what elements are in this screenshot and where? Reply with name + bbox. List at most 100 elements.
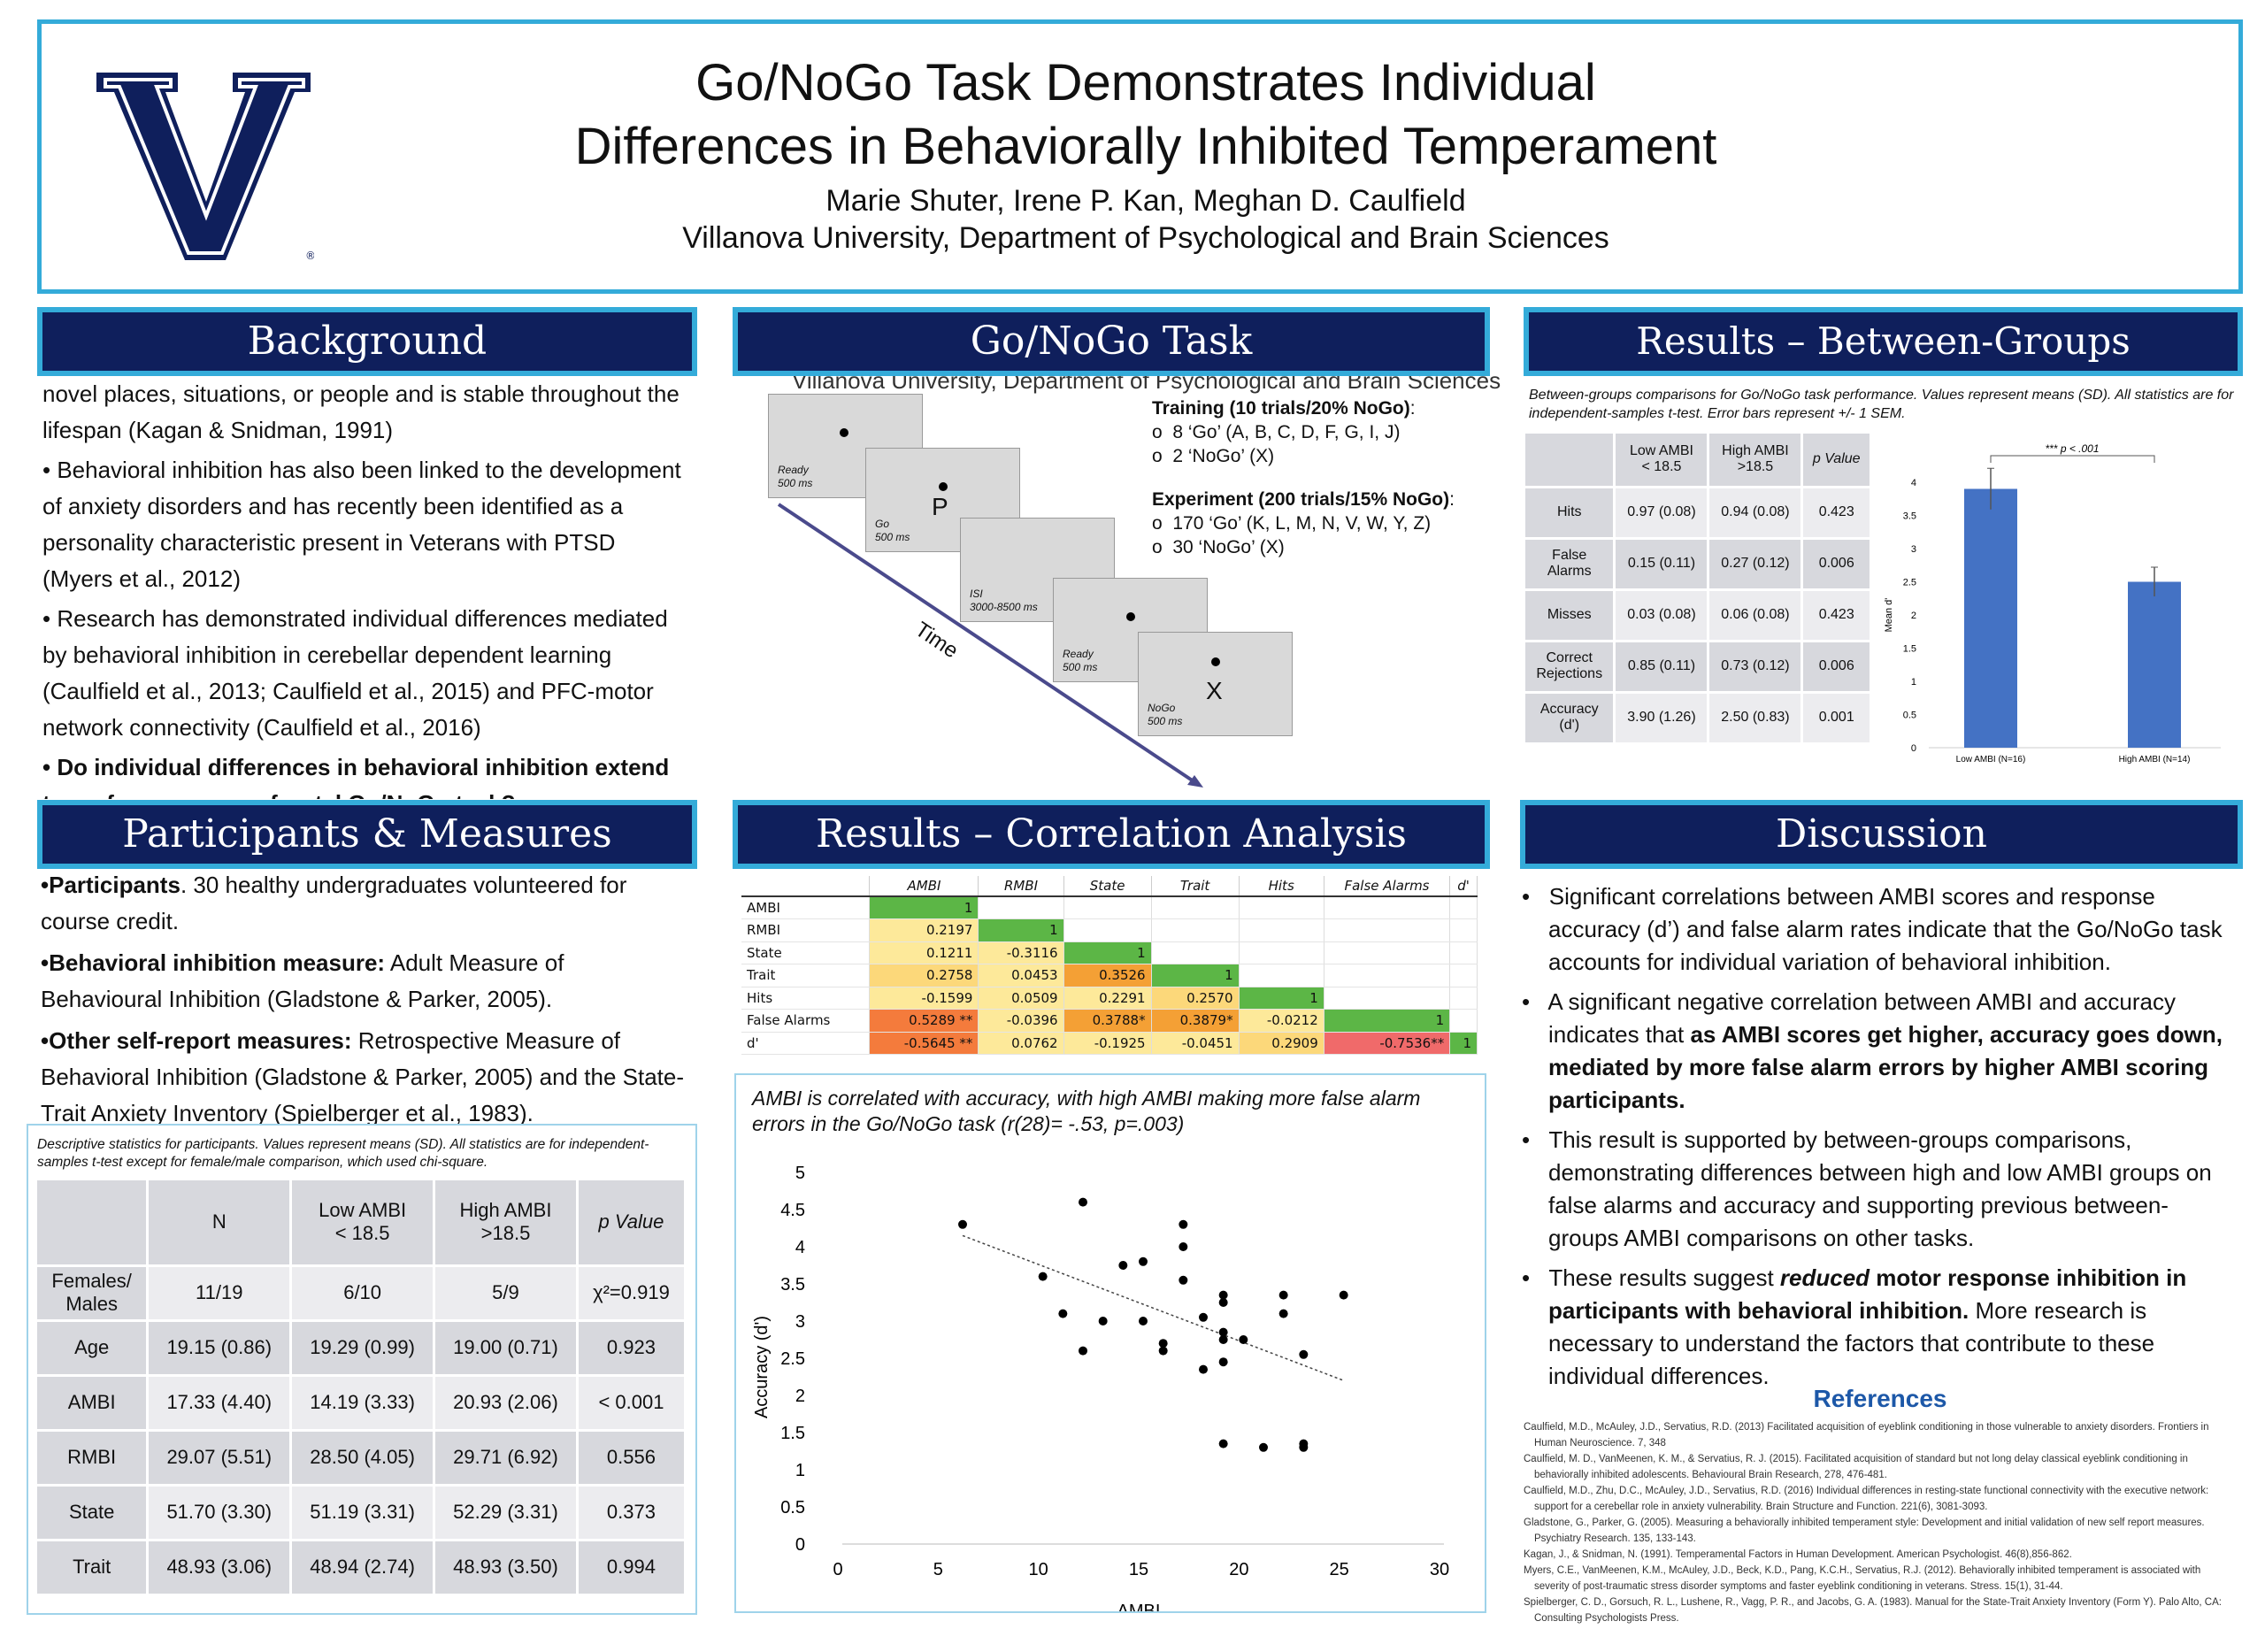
table-cell: Females/Males [37,1265,150,1322]
data-point [1179,1275,1188,1285]
table-cell [1239,918,1324,942]
y-tick-label: 4 [795,1238,805,1257]
table-cell: 0.03 (0.08) [1614,589,1710,642]
y-tick-label: 3 [1911,544,1916,555]
table-cell: 1 [1449,1032,1478,1055]
data-point [1339,1290,1348,1300]
table-cell: State [37,1485,150,1541]
data-point [1058,1309,1068,1318]
table-cell: 0.373 [577,1485,687,1541]
table-cell: 0.2291 [1063,987,1152,1010]
corr-col-header: AMBI [869,876,979,897]
y-tick-label: 0.5 [780,1498,805,1518]
table-cell: 14.19 (3.33) [290,1375,436,1432]
table-cell: -0.0212 [1239,1009,1324,1033]
table-cell: 0.73 (0.12) [1708,641,1804,694]
y-tick-label: 0.5 [1903,711,1916,721]
corr-col-header: RMBI [978,876,1064,897]
table-cell: Accuracy (d') [1525,692,1616,745]
table-cell [1449,964,1478,987]
table-cell: 6/10 [290,1265,436,1322]
table-row: Accuracy (d') 3.90 (1.26) 2.50 (0.83) 0.001 [1525,692,1872,745]
table-cell: 0.3788* [1063,1009,1152,1033]
data-point [1218,1357,1228,1367]
x-tick-label: 10 [1029,1560,1048,1579]
corr-col-header [741,876,871,897]
x-tick-label: Low AMBI (N=16) [1956,755,2026,765]
y-tick-label: 1.5 [780,1424,805,1443]
table-cell [1449,1009,1478,1033]
table-cell: RMBI [741,918,871,942]
reference-item: Spielberger, C. D., Gorsuch, R. L., Lush… [1524,1597,2222,1624]
reference-item: Myers, C.E., VanMeenen, K.M., McAuley, J… [1524,1565,2201,1592]
table-cell [1063,918,1152,942]
authors: Marie Shuter, Irene P. Kan, Meghan D. Ca… [825,184,1466,218]
table-cell: 0.423 [1801,487,1872,540]
participants-col-header: N [147,1180,293,1267]
reference-item: Gladstone, G., Parker, G. (2005). Measur… [1524,1518,2205,1544]
table-cell: Trait [741,964,871,987]
corr-col-header: d' [1449,876,1478,897]
table-cell [1449,941,1478,964]
table-row: RMBI 0.2197 1 [741,918,1478,942]
table-cell: AMBI [741,896,871,919]
bar [2128,581,2181,748]
table-row: State 0.1211 -0.3116 1 [741,941,1478,964]
data-point [1218,1327,1228,1337]
table-cell: Trait [37,1540,150,1596]
table-cell: -0.1925 [1063,1032,1152,1055]
background-p3: • Research has demonstrated individual d… [42,605,668,741]
table-cell: 0.0509 [978,987,1064,1010]
data-point [1098,1317,1108,1325]
table-cell: 2.50 (0.83) [1708,692,1804,745]
y-tick-label: 2.5 [780,1349,805,1369]
table-row: Trait 0.2758 0.0453 0.3526 1 [741,964,1478,987]
table-cell: 29.07 (5.51) [147,1430,293,1487]
table-cell: 1 [869,896,979,919]
data-point [1038,1272,1048,1281]
y-tick-label: 4 [1911,478,1916,488]
table-cell [1151,896,1240,919]
poster-title: Go/NoGo Task Demonstrates Individual Dif… [336,51,1955,179]
table-cell: -0.7536** [1324,1032,1451,1055]
discussion-item: • A significant negative correlation bet… [1522,988,2223,1113]
table-cell [1449,987,1478,1010]
table-cell: χ²=0.919 [577,1265,687,1322]
between-caption: Between-groups comparisons for Go/NoGo t… [1529,388,2234,421]
training-item: o 2 ‘NoGo’ (X) [1152,446,1275,466]
scatter-chart: 0 0.5 1 1.5 2 2.5 3 3.5 4 4.5 5 0 5 10 15 20 25 30 AMBI Acc… [752,1164,1449,1611]
data-point [1218,1335,1228,1344]
table-cell: 11/19 [147,1265,293,1322]
table-cell [1324,941,1451,964]
table-cell: 0.97 (0.08) [1614,487,1710,540]
table-cell: 0.0762 [978,1032,1064,1055]
table-cell [1063,896,1152,919]
data-point [1179,1242,1188,1251]
data-point [1079,1346,1087,1356]
gonogo-diagram: Ready 500 ms P Go 500 ms ISI 3000-8500 ms Re… [761,389,1293,796]
y-tick-label: 3.5 [780,1275,805,1295]
reference-item: Caulfield, M.D., Zhu, D.C., McAuley, J.D… [1524,1486,2209,1512]
table-cell: 0.27 (0.12) [1708,538,1804,591]
data-point [1118,1261,1128,1270]
y-tick-label: 1.5 [1903,644,1916,655]
bar-chart: 0 0.5 1 1.5 2 2.5 3 3.5 4 Mean d' Low AMBI (N=16) H… [1876,438,2247,774]
table-cell: Age [37,1320,150,1377]
table-cell: 0.006 [1801,641,1872,694]
x-tick-label: 5 [933,1560,943,1579]
data-point [1218,1439,1228,1448]
university-logo: ® [93,60,316,262]
table-cell [1449,896,1478,919]
table-cell: 1 [1324,1009,1451,1033]
table-cell: -0.0451 [1151,1032,1240,1055]
data-point [1218,1290,1228,1300]
table-cell: 1 [1151,964,1240,987]
table-cell: Hits [741,987,871,1010]
table-row: RMBI 29.07 (5.51) 28.50 (4.05) 29.71 (6.92)… [37,1430,687,1487]
participants-col-header [37,1180,150,1267]
bar [1964,488,2017,748]
corr-col-header: Hits [1239,876,1324,897]
table-cell: 0.15 (0.11) [1614,538,1710,591]
table-cell: -0.0396 [978,1009,1064,1033]
table-cell: 0.3526 [1063,964,1152,987]
